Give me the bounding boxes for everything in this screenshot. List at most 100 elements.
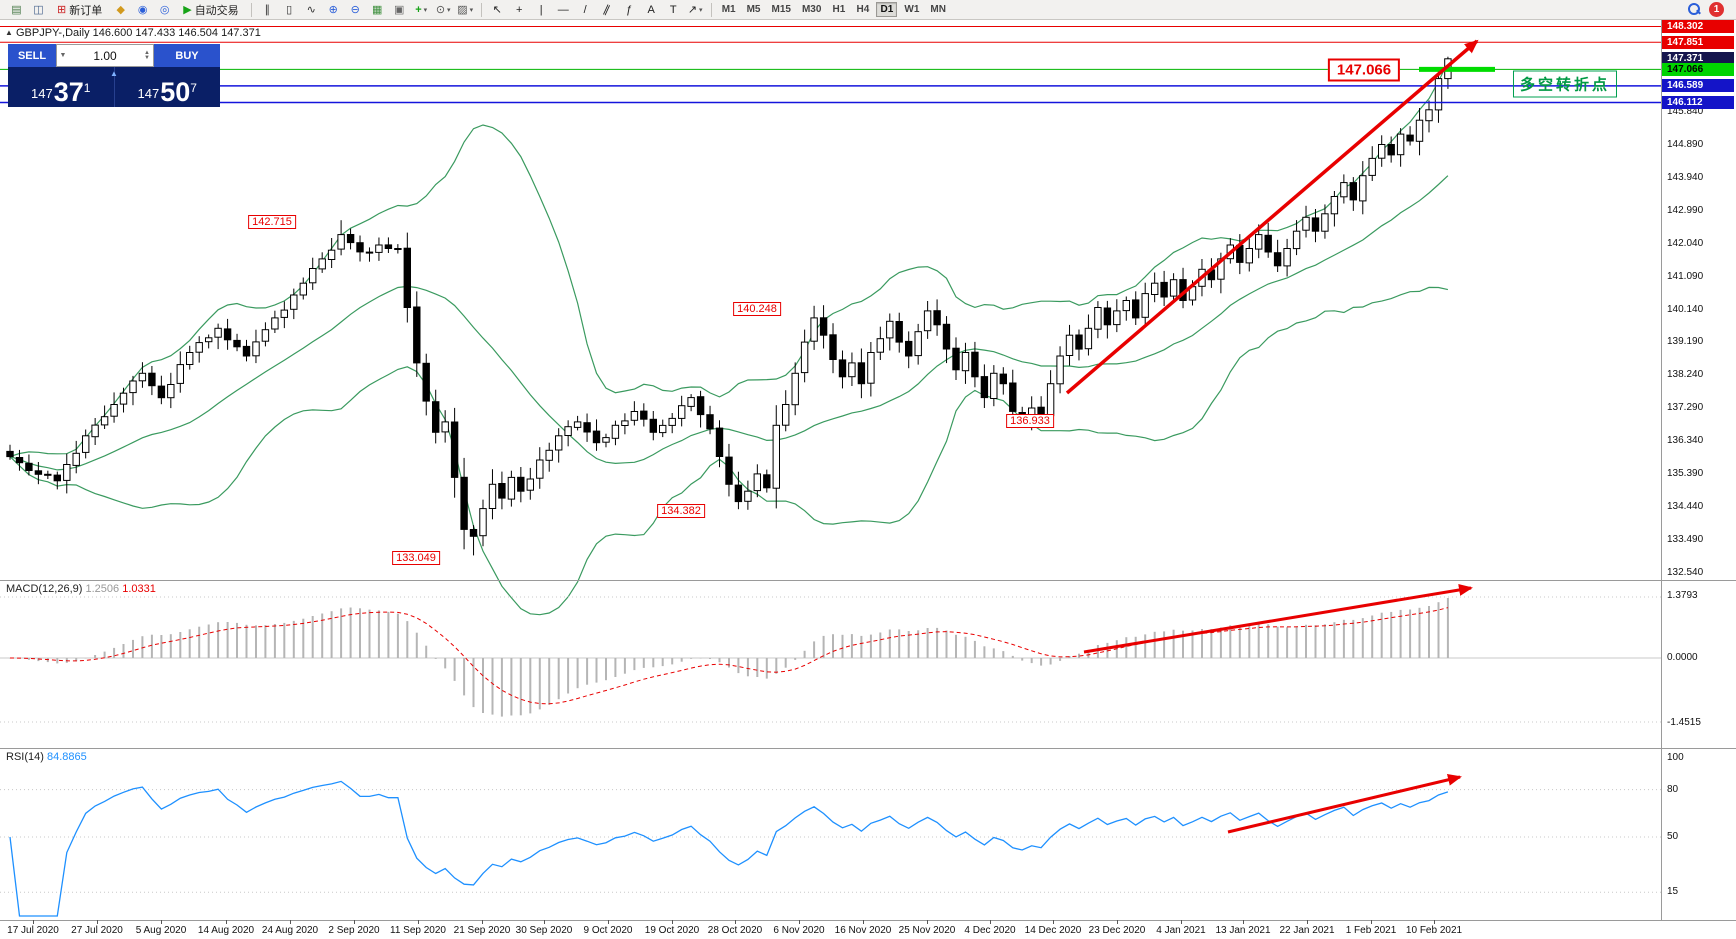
time-axis-tick <box>1181 920 1182 924</box>
macd-panel-separator[interactable] <box>0 580 1736 581</box>
time-axis-separator <box>0 920 1736 921</box>
timeframe-m5[interactable]: M5 <box>746 4 761 15</box>
turning-point-annotation[interactable]: 多空转折点 <box>1512 70 1618 98</box>
time-axis-tick <box>1053 920 1054 924</box>
tile-windows-icon[interactable]: ▦ <box>367 1 388 18</box>
price-scale-marker: 146.589 <box>1662 79 1734 93</box>
time-axis-label: 28 Oct 2020 <box>707 925 763 936</box>
template-icon[interactable]: ▨ ▾ <box>455 1 476 18</box>
time-axis-label: 4 Jan 2021 <box>1156 925 1206 936</box>
timeframe-h1[interactable]: H1 <box>832 4 846 15</box>
alerts-icon[interactable]: ◆ <box>110 1 131 18</box>
periods-icon[interactable]: ⊙ ▾ <box>433 1 454 18</box>
macd-value: 1.2506 <box>85 583 120 595</box>
macd-scale-label: 1.3793 <box>1667 590 1698 601</box>
rsi-panel-separator[interactable] <box>0 748 1736 749</box>
sell-button[interactable]: SELL <box>8 44 56 67</box>
timeframe-h4[interactable]: H4 <box>856 4 870 15</box>
notification-badge[interactable]: 1 <box>1709 2 1724 17</box>
time-axis-label: 1 Feb 2021 <box>1345 925 1397 936</box>
price-scale-label: 135.390 <box>1667 468 1704 480</box>
dropdown-caret-icon: ▾ <box>447 6 451 14</box>
label-icon[interactable]: T <box>663 1 684 18</box>
rsi-scale-label: 15 <box>1667 886 1679 897</box>
market-watch-icon[interactable]: ◉ <box>132 1 153 18</box>
time-axis-label: 19 Oct 2020 <box>644 925 700 936</box>
zoom-in-icon[interactable]: ⊕ <box>323 1 344 18</box>
line-chart-icon: ∿ <box>306 4 316 16</box>
time-axis-tick <box>544 920 545 924</box>
toolbar-button-label: 新订单 <box>69 4 103 17</box>
toolbar-items: ▤ ◫ ⊞ 新订单 ◆ ◉ ◎ ▶ 自动交易 ∥ ▯ ∿ ⊕ ⊖ ▦ ▣ + ▾ ⊙ ▾ ▨ ▾ ↖ + | — / ∥ ƒ A T ↗ ▾ M1… <box>6 1 951 18</box>
price-scale-label: 142.990 <box>1667 204 1704 216</box>
time-axis-tick <box>33 920 34 924</box>
chart-profiles-icon[interactable]: ◫ <box>28 1 49 18</box>
zoom-out-icon[interactable]: ⊖ <box>345 1 366 18</box>
timeframe-w1[interactable]: W1 <box>904 4 920 15</box>
timeframe-m30[interactable]: M30 <box>801 4 822 15</box>
candlestick-chart-icon[interactable]: ▯ <box>279 1 300 18</box>
cascade-windows-icon[interactable]: ▣ <box>389 1 410 18</box>
price-annotation[interactable]: 134.382 <box>657 504 705 518</box>
time-axis-tick <box>97 920 98 924</box>
timeframe-mn[interactable]: MN <box>930 4 946 15</box>
horizontal-line-icon[interactable]: — <box>553 1 574 18</box>
toolbar-separator <box>710 2 712 17</box>
timeframe-m1[interactable]: M1 <box>721 4 736 15</box>
text-icon[interactable]: A <box>641 1 662 18</box>
volume-value[interactable]: 1.00 <box>93 48 117 63</box>
key-level-annotation[interactable]: 147.066 <box>1327 58 1401 82</box>
arrows-icon[interactable]: ↗ ▾ <box>685 1 706 18</box>
vertical-line-icon[interactable]: | <box>531 1 552 18</box>
time-axis-label: 21 Sep 2020 <box>453 925 511 936</box>
tick-direction-icon: ▲ <box>110 69 118 78</box>
arrows-icon: ↗ <box>687 4 698 16</box>
bid-ask-display: ▲ 147 37 1 147 50 7 <box>8 67 220 107</box>
new-order-button[interactable]: ⊞ 新订单 <box>50 1 109 18</box>
time-axis-label: 23 Dec 2020 <box>1088 925 1146 936</box>
price-annotation[interactable]: 133.049 <box>392 551 440 565</box>
crosshair-icon[interactable]: + <box>509 1 530 18</box>
time-axis-label: 10 Feb 2021 <box>1405 925 1463 936</box>
price-scale-label: 141.090 <box>1667 270 1704 282</box>
time-axis-label: 11 Sep 2020 <box>390 925 446 936</box>
channel-icon[interactable]: ∥ <box>597 1 618 18</box>
cursor-icon[interactable]: ↖ <box>487 1 508 18</box>
trade-panel-collapse-icon[interactable]: ▲ <box>5 28 13 37</box>
volume-stepper[interactable]: ▲ ▼ <box>144 49 150 61</box>
add-indicator-icon[interactable]: + ▾ <box>411 1 432 18</box>
price-annotation[interactable]: 142.715 <box>248 215 296 229</box>
volume-preset-caret-icon[interactable]: ▼ <box>59 52 67 59</box>
autotrading-button[interactable]: ▶ 自动交易 <box>176 1 245 18</box>
volume-field[interactable]: ▼ 1.00 ▲ ▼ <box>56 44 154 67</box>
line-chart-icon[interactable]: ∿ <box>301 1 322 18</box>
time-axis-tick <box>1371 920 1372 924</box>
community-icon: ◎ <box>159 4 170 16</box>
macd-label: MACD(12,26,9) 1.2506 1.0331 <box>6 583 156 595</box>
new-chart-icon[interactable]: ▤ <box>6 1 27 18</box>
vertical-line-icon: | <box>539 3 543 16</box>
price-scale-marker: 146.112 <box>1662 95 1734 109</box>
fibonacci-icon[interactable]: ƒ <box>619 1 640 18</box>
zoom-out-icon: ⊖ <box>350 4 360 16</box>
macd-panel <box>0 596 1661 723</box>
buy-button[interactable]: BUY <box>154 44 220 67</box>
price-chart[interactable] <box>0 20 1661 920</box>
timeframe-d1[interactable]: D1 <box>876 2 898 17</box>
trendline-icon[interactable]: / <box>575 1 596 18</box>
time-axis-tick <box>354 920 355 924</box>
timeframe-m15[interactable]: M15 <box>771 4 791 15</box>
template-icon: ▨ <box>457 4 468 16</box>
search-icon[interactable] <box>1688 3 1701 16</box>
toolbar-separator <box>250 2 252 17</box>
time-axis-label: 17 Jul 2020 <box>7 925 59 936</box>
time-axis-tick <box>799 920 800 924</box>
toolbar-right-group: 1 <box>1688 2 1730 17</box>
rsi-scale-label: 50 <box>1667 831 1679 842</box>
price-annotation[interactable]: 136.933 <box>1006 414 1054 428</box>
price-annotation[interactable]: 140.248 <box>733 302 781 316</box>
community-icon[interactable]: ◎ <box>154 1 175 18</box>
time-axis-label: 25 Nov 2020 <box>898 925 956 936</box>
bar-chart-icon[interactable]: ∥ <box>257 1 278 18</box>
trend-arrows[interactable] <box>1065 39 1479 834</box>
